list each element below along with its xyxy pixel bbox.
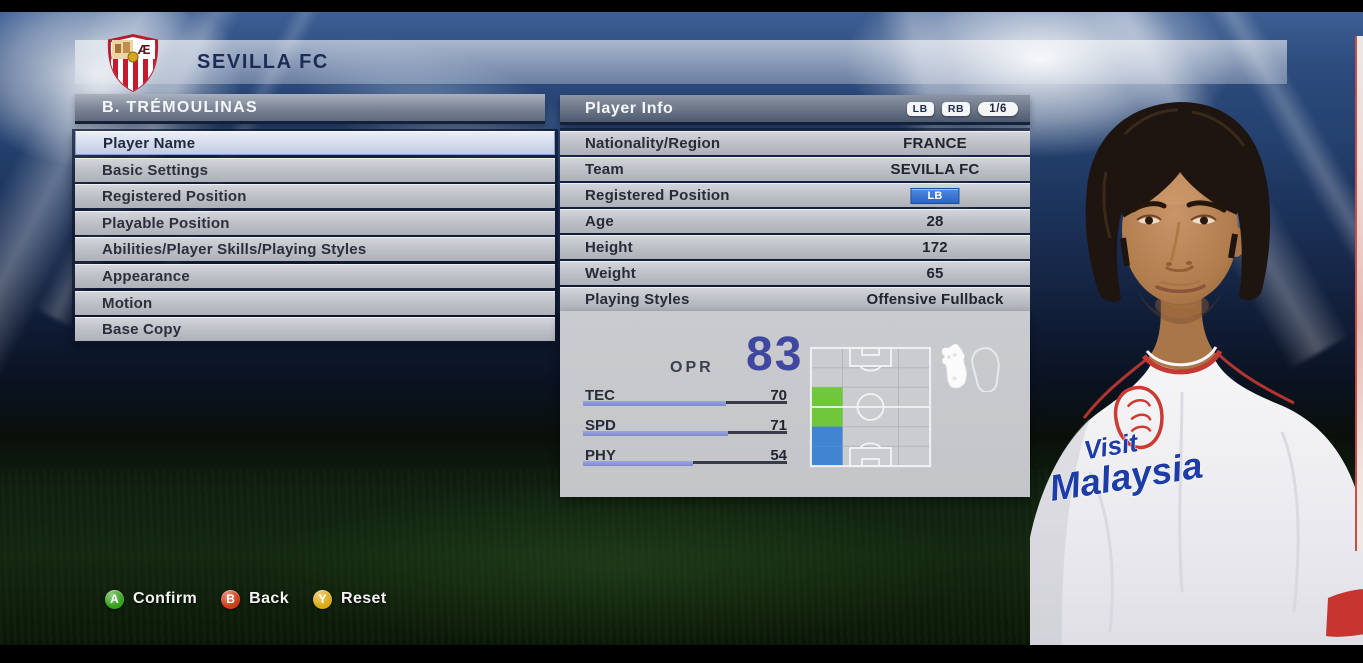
info-row-registered-position: Registered Position LB [560, 183, 1030, 207]
b-button-icon: B [221, 589, 241, 609]
team-name: SEVILLA FC [197, 50, 329, 73]
player-stats-panel: OPR 83 TEC 70 SPD 71 PHY 54 [560, 311, 1030, 497]
age-value: 28 [926, 213, 944, 230]
info-row-nationality: Nationality/Region FRANCE [560, 131, 1030, 155]
info-row-team: Team SEVILLA FC [560, 157, 1030, 181]
stat-phy: PHY 54 [583, 447, 787, 466]
menu-item-playable-position[interactable]: Playable Position [75, 210, 555, 235]
info-row-weight: Weight 65 [560, 261, 1030, 285]
confirm-button[interactable]: A Confirm [105, 589, 197, 609]
page-indicator: 1/6 [978, 101, 1018, 116]
info-row-playing-styles: Playing Styles Offensive Fullback [560, 287, 1030, 311]
letterbox-bottom [0, 645, 1363, 663]
stat-bar-fill [583, 461, 694, 466]
playing-styles-value: Offensive Fullback [866, 291, 1004, 308]
stat-spd: SPD 71 [583, 417, 787, 436]
position-cells [811, 387, 843, 466]
menu-item-base-copy[interactable]: Base Copy [75, 317, 555, 342]
height-value: 172 [922, 239, 948, 256]
lb-shoulder-button[interactable]: LB [906, 101, 934, 116]
player-info-header: Player Info LB RB 1/6 [560, 95, 1030, 125]
svg-text:Æ: Æ [138, 42, 151, 57]
player-name-header: B. TRÉMOULINAS [75, 94, 545, 124]
team-value: SEVILLA FC [890, 161, 980, 178]
menu-item-appearance[interactable]: Appearance [75, 263, 555, 288]
boot-sole-outline-icon [971, 347, 1000, 392]
team-header-band: SEVILLA FC [75, 40, 1287, 84]
menu-item-abilities[interactable]: Abilities/Player Skills/Playing Styles [75, 237, 555, 262]
info-row-height: Height 172 [560, 235, 1030, 259]
a-button-icon: A [105, 589, 124, 609]
menu-item-motion[interactable]: Motion [75, 290, 555, 315]
weight-value: 65 [926, 265, 944, 282]
menu-item-basic-settings[interactable]: Basic Settings [75, 157, 555, 182]
menu-item-player-name[interactable]: Player Name [75, 131, 555, 155]
controller-hints: A Confirm B Back Y Reset [105, 588, 387, 610]
jersey-crest-icon [1113, 385, 1164, 450]
player-name-title: B. TRÉMOULINAS [102, 98, 258, 116]
edit-menu: Player Name Basic Settings Registered Po… [72, 129, 558, 344]
stat-bar-fill [583, 401, 726, 406]
screen-edge-artifact [1355, 36, 1363, 551]
back-button[interactable]: B Back [221, 589, 289, 609]
sevilla-fc-crest-icon: Æ [107, 34, 159, 92]
player-portrait-render: Visit Malaysia [1030, 102, 1363, 663]
letterbox-top [0, 0, 1363, 12]
position-map [809, 346, 932, 468]
y-button-icon: Y [313, 589, 332, 609]
opr-value: 83 [746, 328, 804, 381]
rb-shoulder-button[interactable]: RB [941, 101, 971, 116]
opr-label: OPR [670, 359, 714, 376]
position-badge: LB [910, 187, 960, 204]
player-info-title: Player Info [585, 99, 674, 117]
reset-button[interactable]: Y Reset [313, 589, 387, 609]
boot-icons [941, 344, 1000, 392]
boot-sole-filled-icon [941, 344, 968, 389]
stat-bar-fill [583, 431, 728, 436]
nationality-value: FRANCE [903, 135, 967, 152]
info-row-age: Age 28 [560, 209, 1030, 233]
stat-tec: TEC 70 [583, 387, 787, 406]
player-info-rows: Nationality/Region FRANCE Team SEVILLA F… [560, 128, 1030, 313]
menu-item-registered-position[interactable]: Registered Position [75, 184, 555, 209]
